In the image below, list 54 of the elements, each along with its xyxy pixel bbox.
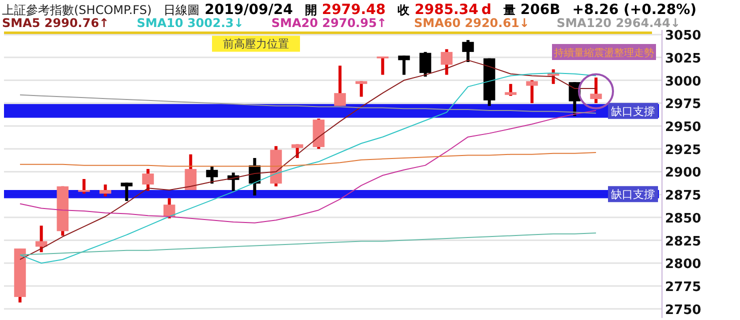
candlestick bbox=[35, 226, 48, 252]
y-tick-label: 2775 bbox=[665, 280, 702, 295]
annotation: 持續量縮震盪整理走勢 bbox=[554, 47, 654, 59]
text: SMA60 2920.61↓ bbox=[414, 16, 530, 30]
text: 2979.48 bbox=[322, 2, 386, 18]
y-tick-label: 2975 bbox=[665, 97, 702, 112]
ref-line-label: 前高壓力位置 bbox=[223, 38, 289, 51]
candlestick bbox=[440, 49, 453, 75]
text: d bbox=[481, 2, 492, 18]
y-tick-label: 2800 bbox=[665, 257, 702, 272]
chart-title: 上証參考指數(SHCOMP.FS) bbox=[2, 3, 152, 17]
text: 開 bbox=[304, 3, 317, 17]
candlestick bbox=[398, 56, 410, 75]
y-tick-label: 2850 bbox=[665, 211, 702, 226]
y-tick-label: 2925 bbox=[665, 142, 702, 158]
y-tick-label: 2750 bbox=[665, 302, 702, 318]
text: SMA10 3002.3↓ bbox=[136, 16, 244, 30]
text: 206B bbox=[520, 2, 560, 18]
y-tick-label: 3025 bbox=[665, 51, 702, 66]
y-tick-label: 2825 bbox=[665, 234, 702, 250]
candlestick bbox=[355, 81, 368, 97]
text: 日線圖 bbox=[164, 3, 200, 17]
candlestick bbox=[526, 80, 538, 104]
line-series bbox=[20, 232, 596, 256]
y-tick-label: 2875 bbox=[665, 188, 702, 204]
text: 2019/09/24 bbox=[204, 2, 294, 18]
y-tick-label: 2900 bbox=[665, 166, 702, 181]
y-tick-label: 3050 bbox=[665, 28, 702, 44]
text: 量 bbox=[502, 3, 516, 17]
candlestick bbox=[142, 168, 154, 191]
candlestick bbox=[419, 52, 432, 77]
text: SMA20 2970.95↑ bbox=[271, 16, 387, 30]
band-label: 缺口支撐 bbox=[611, 188, 655, 202]
candlestick bbox=[291, 144, 304, 158]
band-label: 缺口支撐 bbox=[611, 104, 655, 118]
candlestick bbox=[78, 179, 90, 194]
candlestick bbox=[462, 40, 474, 62]
candlestick bbox=[334, 66, 346, 106]
line-series bbox=[20, 94, 596, 114]
text: SMA5 2990.76↑ bbox=[2, 16, 110, 30]
candlestick bbox=[120, 182, 133, 201]
y-tick-label: 3000 bbox=[665, 74, 702, 90]
text: 2985.34 bbox=[414, 2, 479, 18]
text: SMA120 2964.44↓ bbox=[556, 16, 680, 30]
text: 收 bbox=[398, 3, 411, 17]
candlestick bbox=[163, 198, 176, 218]
candlestick bbox=[590, 78, 602, 104]
y-tick-label: 2950 bbox=[665, 120, 702, 135]
candlestick bbox=[99, 184, 112, 196]
candlestick bbox=[376, 56, 389, 75]
text: +8.26 (+0.28%) bbox=[572, 2, 697, 18]
candlestick bbox=[206, 166, 218, 184]
candlestick bbox=[504, 84, 517, 96]
candlestick bbox=[184, 154, 197, 190]
